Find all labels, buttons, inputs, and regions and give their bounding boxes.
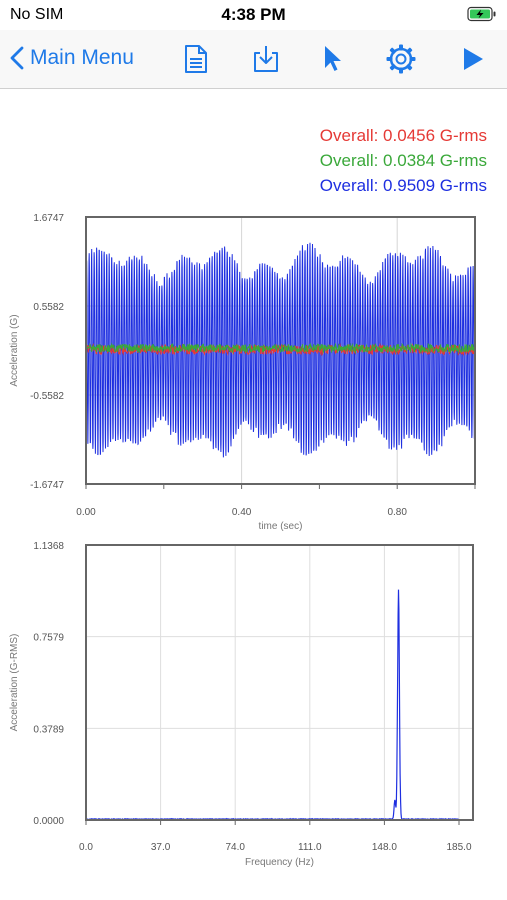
y-tick-label: 1.6747 [33,213,64,224]
document-icon[interactable] [179,42,213,76]
y-tick-label: 0.7579 [33,633,64,644]
plot-frame [85,544,474,821]
x-tick-label: 37.0 [151,842,171,853]
x-axis-label: time (sec) [259,521,303,532]
gear-icon[interactable] [384,42,418,76]
y-axis-label: Acceleration (G-RMS) [9,634,20,732]
x-tick-label: 185.0 [446,842,471,853]
time-domain-chart[interactable]: 0.00 0.40 0.80 1.6747 0.5582 -0.5582 -1.6747 ti… [9,213,476,532]
plot-frame [85,216,476,485]
download-icon[interactable] [249,42,283,76]
x-tick-label: 148.0 [372,842,397,853]
play-icon[interactable] [456,42,490,76]
x-tick-label: 0.40 [232,507,252,518]
overall-readout-green: Overall: 0.0384 G-rms [319,151,487,170]
status-bar: No SIM 4:38 PM [0,0,507,30]
back-label: Main Menu [30,46,134,69]
overall-readout-red: Overall: 0.0456 G-rms [319,126,487,145]
series-green-line [85,342,476,355]
spectrum-line [86,589,460,821]
overall-readout-blue: Overall: 0.9509 G-rms [319,176,487,195]
frequency-spectrum-chart[interactable]: 0.0 37.0 74.0 111.0 148.0 185.0 1.1368 0.7579 0.… [9,541,474,868]
y-tick-label: 0.0000 [33,816,64,827]
y-axis-label: Acceleration (G) [9,314,20,386]
x-tick-label: 0.00 [76,507,96,518]
navigation-bar: Main Menu [0,30,507,89]
x-tick-label: 0.0 [79,842,93,853]
battery-charging-icon [467,6,497,22]
main-menu-back-button[interactable]: Main Menu [10,42,134,74]
carrier-label: No SIM [10,6,64,23]
y-tick-label: 0.5582 [33,302,64,313]
chevron-left-icon [10,46,24,70]
x-tick-label: 0.80 [387,507,407,518]
y-tick-label: -1.6747 [30,480,64,491]
cursor-icon[interactable] [316,42,350,76]
x-tick-label: 111.0 [298,842,322,853]
x-tick-label: 74.0 [225,842,245,853]
y-tick-label: 0.3789 [33,724,64,735]
y-tick-label: 1.1368 [33,541,64,552]
clock: 4:38 PM [221,5,286,24]
x-axis-label: Frequency (Hz) [245,857,314,868]
y-tick-label: -0.5582 [30,391,64,402]
